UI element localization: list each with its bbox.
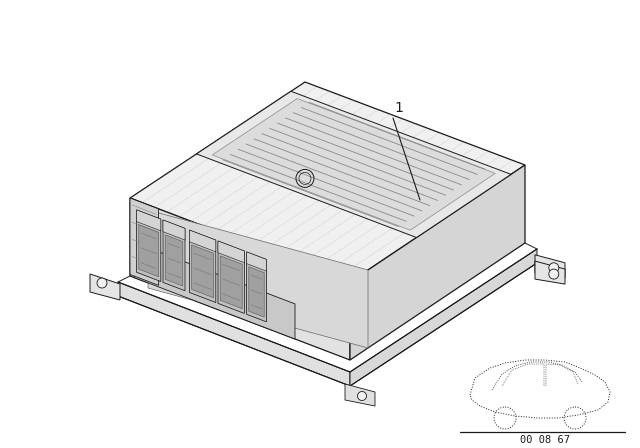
Polygon shape	[118, 282, 350, 386]
Polygon shape	[130, 198, 159, 285]
Polygon shape	[148, 210, 368, 348]
Text: 00 08 67: 00 08 67	[520, 435, 570, 445]
Polygon shape	[345, 384, 375, 406]
Circle shape	[358, 392, 367, 401]
Polygon shape	[139, 225, 159, 277]
Circle shape	[548, 269, 559, 279]
Polygon shape	[163, 220, 185, 291]
Polygon shape	[130, 198, 350, 360]
Polygon shape	[90, 274, 120, 300]
Polygon shape	[246, 252, 266, 271]
Polygon shape	[130, 82, 525, 282]
Polygon shape	[136, 210, 161, 281]
Polygon shape	[535, 261, 565, 284]
Polygon shape	[163, 220, 185, 240]
Polygon shape	[191, 245, 214, 298]
Polygon shape	[350, 165, 525, 360]
Circle shape	[97, 278, 107, 288]
Polygon shape	[134, 242, 295, 339]
Polygon shape	[246, 252, 266, 322]
Polygon shape	[218, 241, 244, 263]
Polygon shape	[249, 267, 264, 317]
Polygon shape	[220, 256, 242, 309]
Text: 1: 1	[395, 101, 403, 115]
Polygon shape	[218, 241, 244, 314]
Polygon shape	[165, 235, 183, 286]
Polygon shape	[136, 210, 161, 231]
Polygon shape	[535, 255, 565, 278]
Polygon shape	[196, 91, 511, 237]
Circle shape	[548, 263, 559, 273]
Polygon shape	[212, 99, 495, 230]
Polygon shape	[189, 230, 216, 252]
Polygon shape	[189, 230, 216, 302]
Polygon shape	[350, 249, 537, 386]
